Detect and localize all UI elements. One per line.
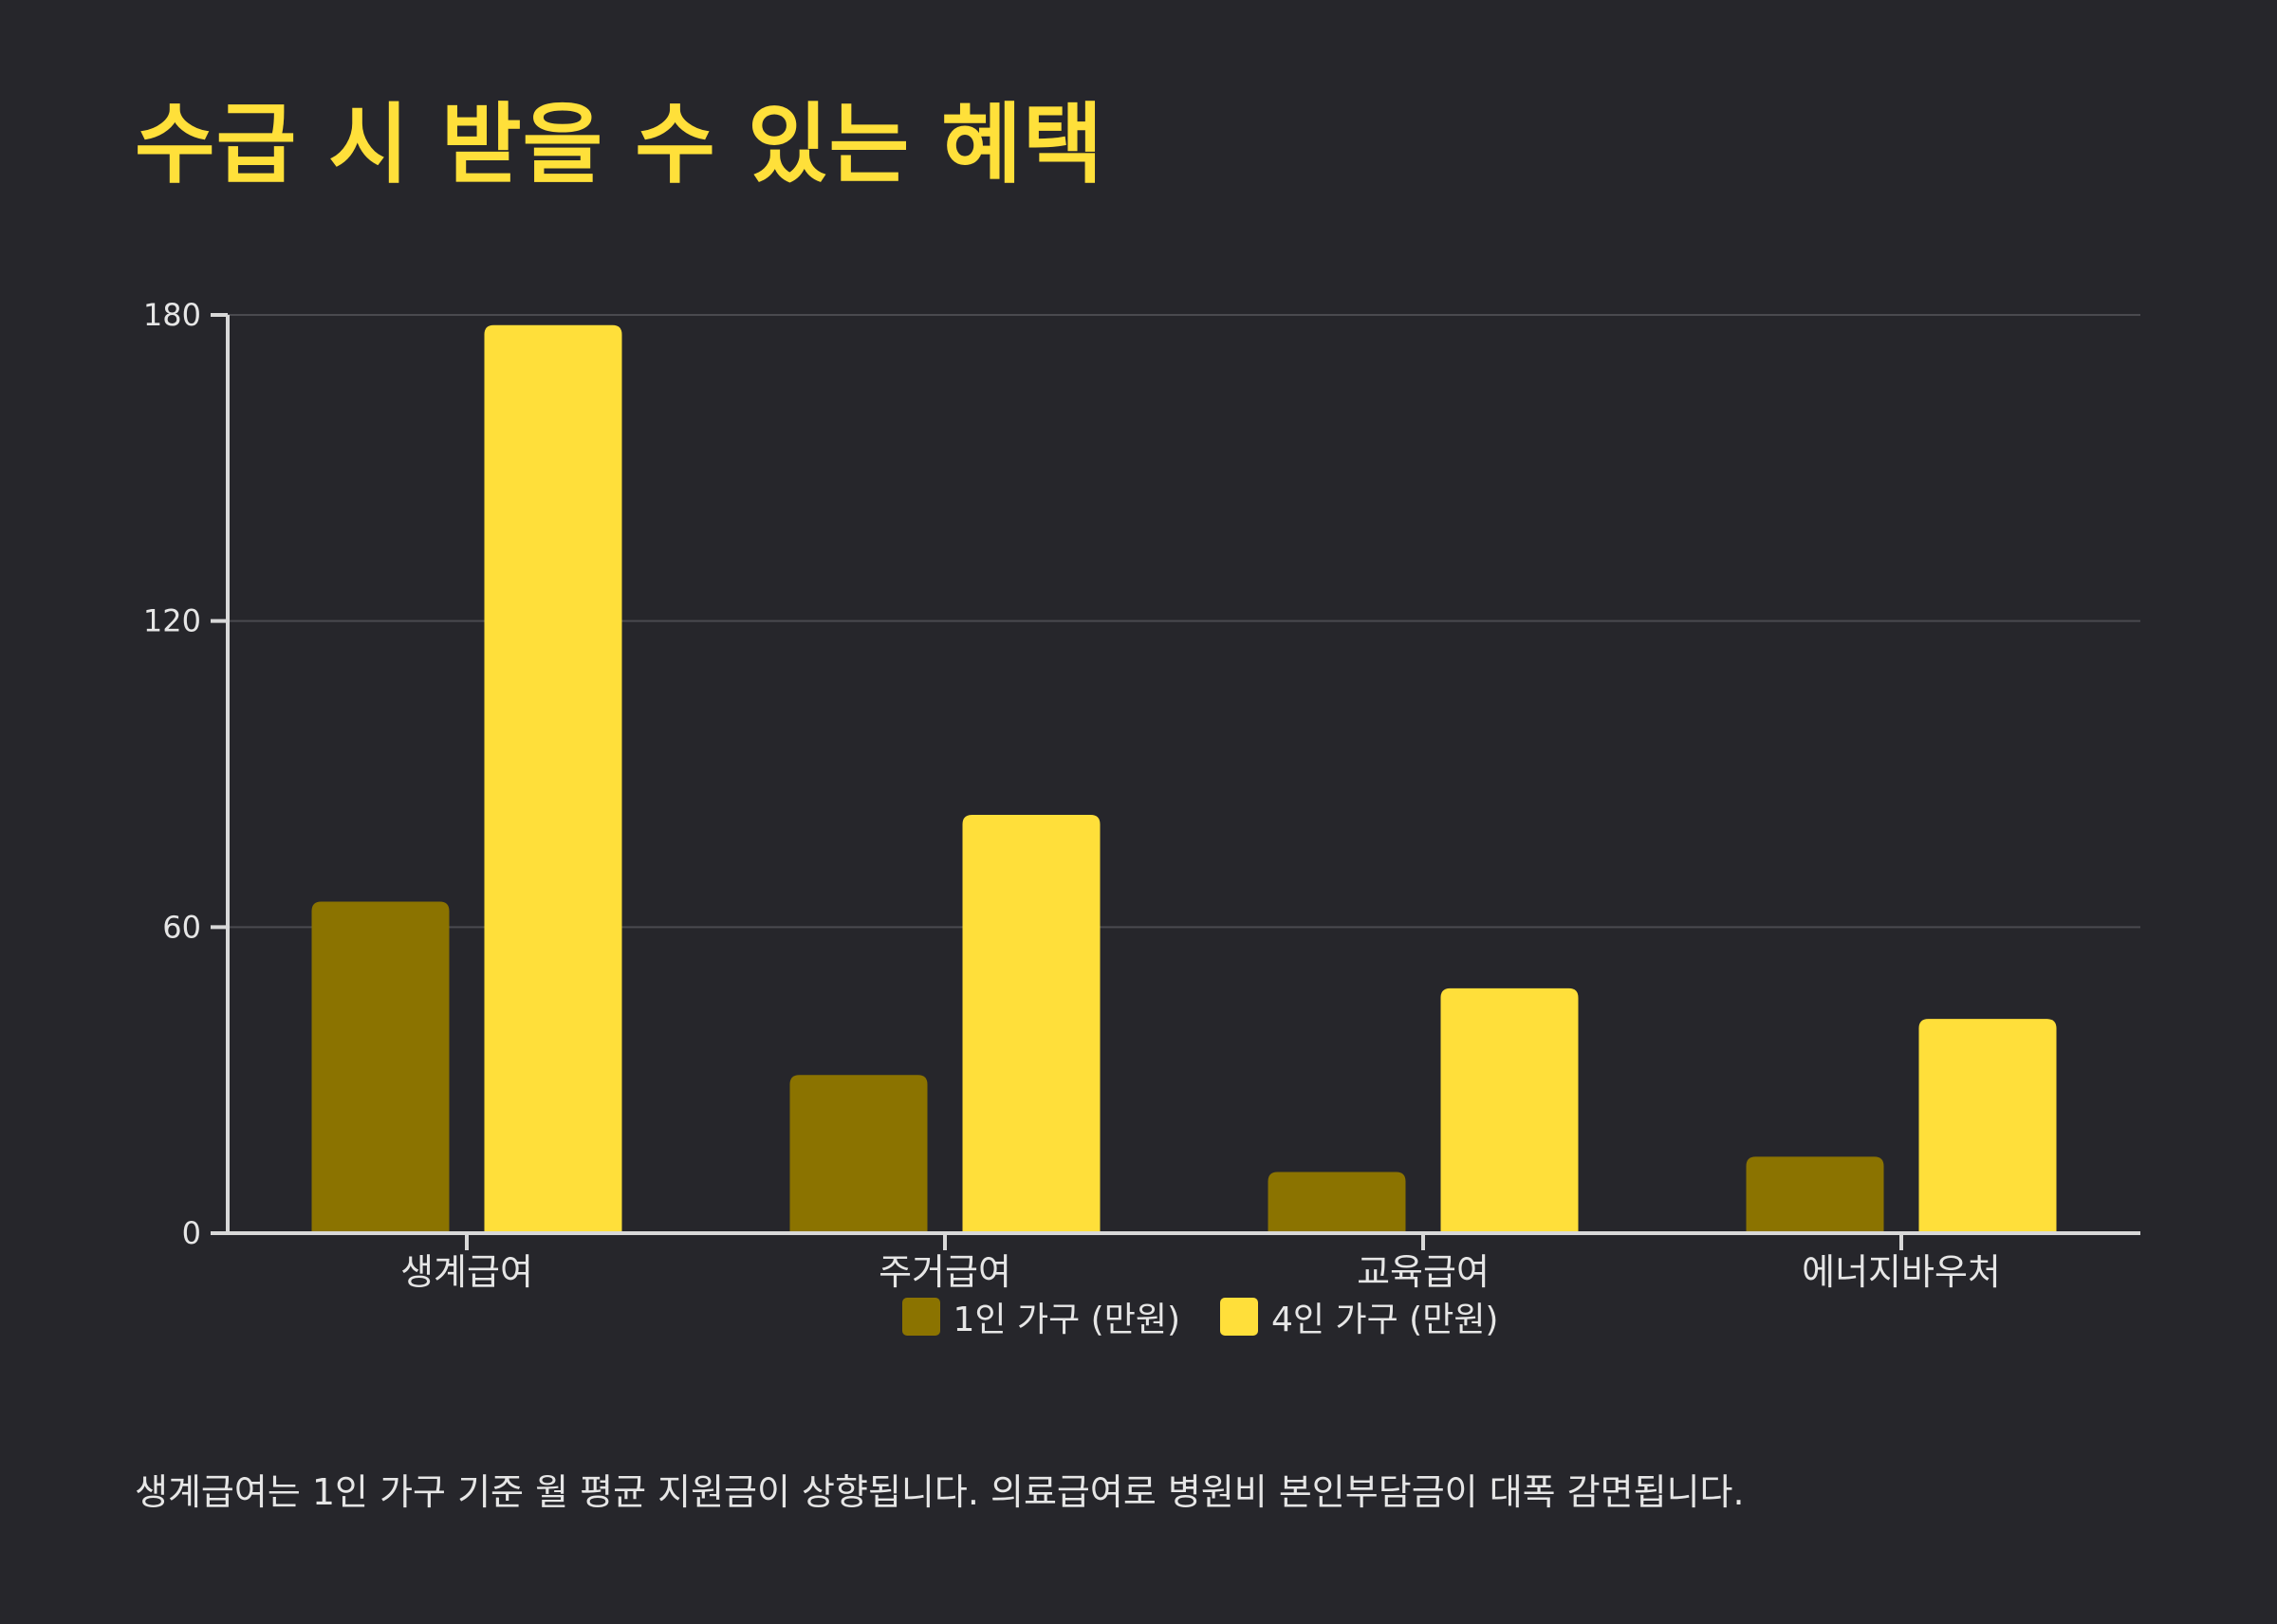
x-tick-label-생계급여: 생계급여 (400, 1251, 533, 1293)
legend-label-series-1: 1인 가구 (만원) (953, 1301, 1180, 1339)
bar-교육급여-series-2 (1440, 987, 1579, 1233)
y-tick-labels: 0 60 120 180 (143, 297, 201, 1251)
axes (211, 313, 2140, 1250)
bar-에너지바우처-series-2 (1918, 1019, 2057, 1233)
legend-swatch-series-1 (901, 1298, 940, 1336)
legend-item-series-1: 1인 가구 (만원) (901, 1292, 1180, 1341)
bar-주거급여-series-2 (962, 815, 1101, 1233)
footnote: 생계급여는 1인 가구 기준 월 평균 지원금이 상향됩니다. 의료급여로 병원… (135, 1471, 1745, 1513)
y-tick-label-60: 60 (162, 909, 201, 945)
bar-주거급여-series-1 (789, 1075, 928, 1233)
legend-item-series-2: 4인 가구 (만원) (1220, 1292, 1498, 1341)
x-tick-labels: 생계급여 주거급여 교육급여 에너지바우처 (400, 1251, 2001, 1293)
chart-title: 수급 시 받을 수 있는 혜택 (135, 94, 1104, 195)
y-tick-label-180: 180 (143, 297, 201, 333)
legend: 1인 가구 (만원) 4인 가구 (만원) (0, 1292, 2277, 1341)
y-tick-label-120: 120 (143, 603, 201, 639)
y-tick-label-0: 0 (182, 1215, 201, 1251)
bar-에너지바우처-series-1 (1746, 1156, 1884, 1233)
bar-교육급여-series-1 (1268, 1172, 1406, 1233)
bar-생계급여-series-1 (311, 901, 450, 1233)
legend-label-series-2: 4인 가구 (만원) (1271, 1301, 1499, 1339)
bar-chart: 0 60 120 180 생계급여 주거급여 교육급여 에너지바우처 (143, 297, 2140, 1293)
x-tick-label-주거급여: 주거급여 (879, 1251, 1011, 1293)
legend-swatch-series-2 (1220, 1298, 1258, 1336)
x-tick-label-교육급여: 교육급여 (1357, 1251, 1490, 1293)
bars (311, 324, 2057, 1233)
bar-생계급여-series-2 (484, 324, 622, 1233)
x-tick-label-에너지바우처: 에너지바우처 (1802, 1251, 2001, 1293)
